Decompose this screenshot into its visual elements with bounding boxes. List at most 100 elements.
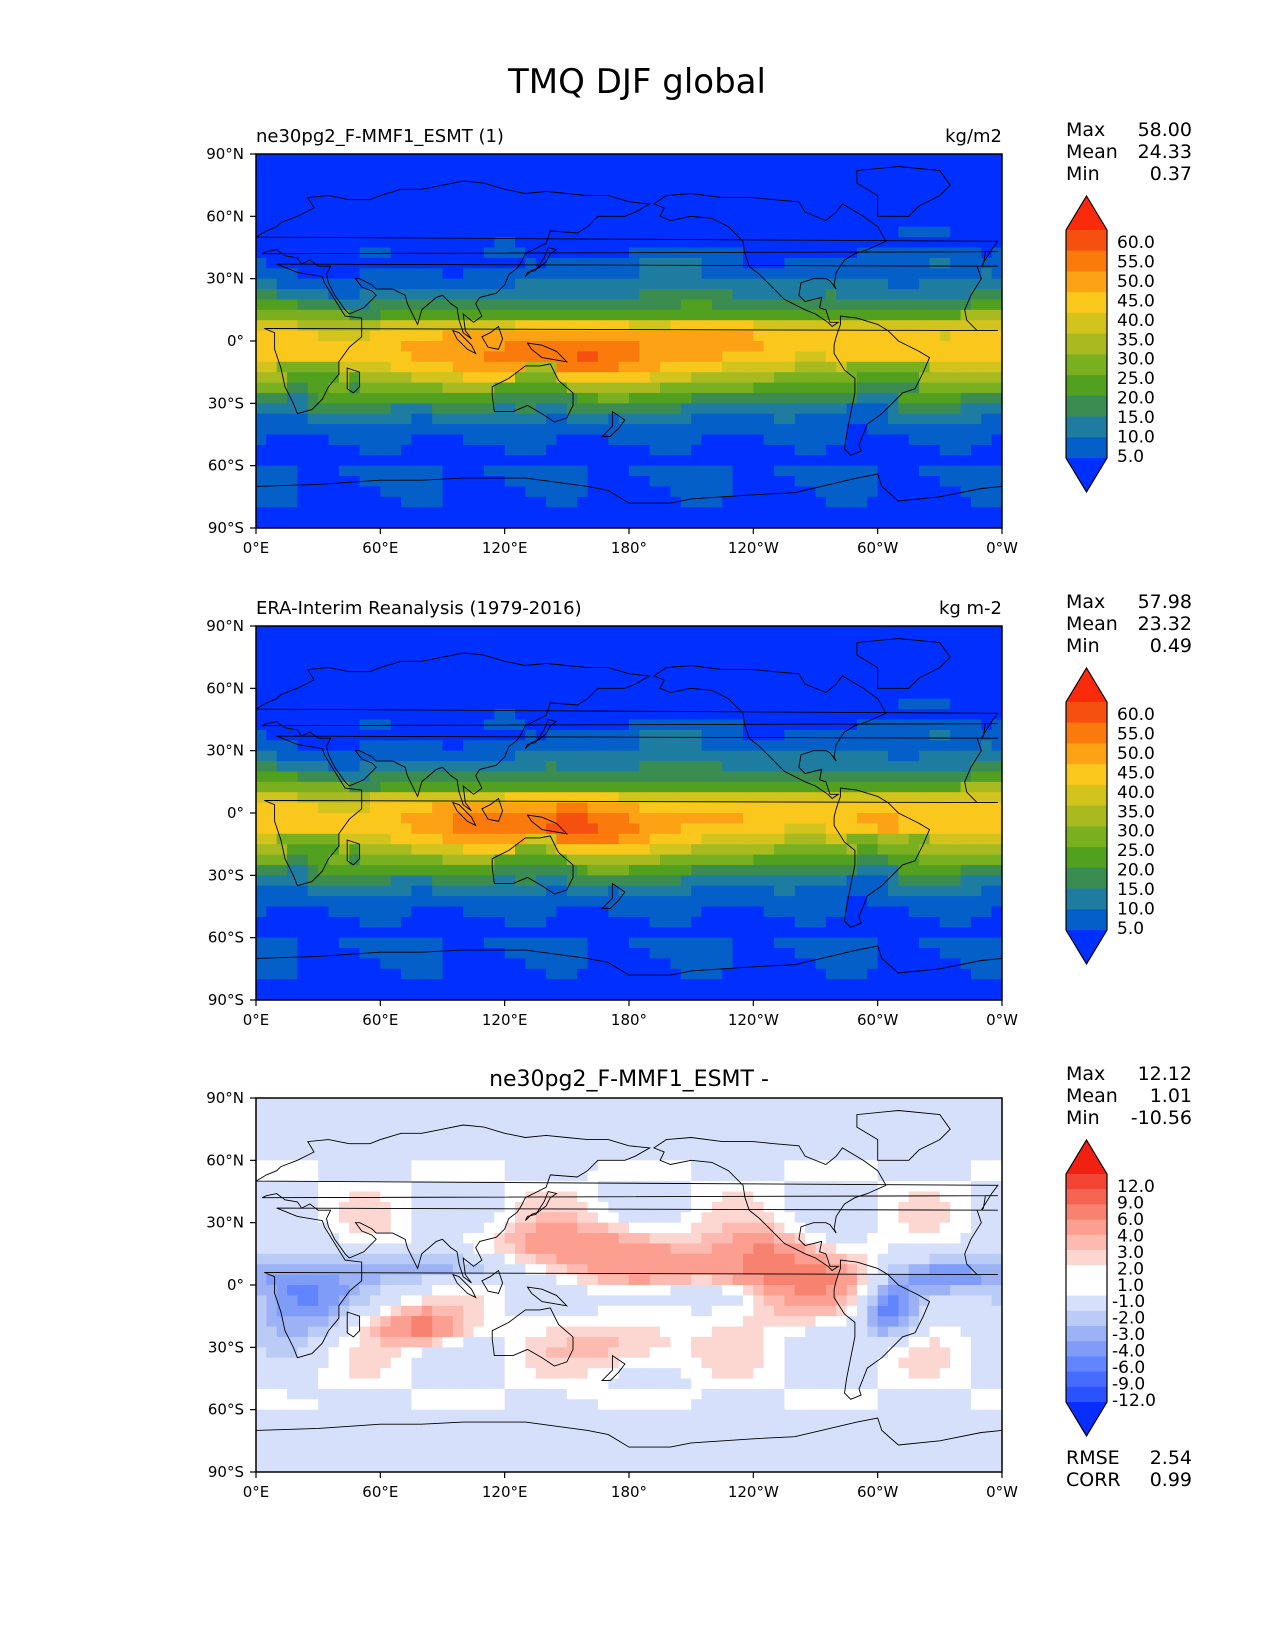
coastline bbox=[526, 342, 569, 363]
coastline bbox=[526, 1286, 569, 1307]
coastline bbox=[346, 1311, 361, 1338]
coastline bbox=[481, 325, 504, 350]
x-tick-label: 120°W bbox=[728, 1011, 779, 1029]
colorbar-label: 40.0 bbox=[1117, 783, 1155, 803]
colorbar-label: 45.0 bbox=[1117, 763, 1155, 783]
coastline bbox=[524, 246, 558, 277]
coastline bbox=[256, 180, 999, 340]
x-tick-label: 60°W bbox=[857, 539, 899, 557]
colorbar-label: 12.0 bbox=[1117, 1177, 1155, 1197]
y-tick-label: 30°N bbox=[206, 742, 244, 760]
panel-difference: ne30pg2_F-MMF1_ESMT - 0°E 60°E 120°E 180° 120… bbox=[206, 1063, 1192, 1501]
x-tick-label: 0°E bbox=[243, 1011, 270, 1029]
coastline bbox=[601, 410, 626, 438]
y-tick-label: 60°S bbox=[208, 929, 244, 947]
panel-title-left: ERA-Interim Reanalysis (1979-2016) bbox=[256, 598, 582, 619]
colorbar-label: -6.0 bbox=[1112, 1358, 1145, 1378]
stat-value: 0.37 bbox=[1150, 163, 1192, 185]
x-tick-label: 120°E bbox=[482, 1011, 528, 1029]
stat-value: 57.98 bbox=[1138, 591, 1192, 613]
y-tick-label: 60°N bbox=[206, 207, 244, 225]
coastline bbox=[264, 1207, 998, 1359]
y-tick-label: 30°S bbox=[208, 394, 244, 412]
stat-value: 24.33 bbox=[1138, 141, 1192, 163]
coastline bbox=[256, 652, 999, 812]
y-tick-label: 90°N bbox=[206, 617, 244, 635]
colorbar-label: 4.0 bbox=[1117, 1226, 1144, 1246]
coastline bbox=[833, 1259, 931, 1400]
y-tick-label: 60°S bbox=[208, 457, 244, 475]
coastline bbox=[491, 363, 574, 423]
coastline bbox=[346, 367, 361, 394]
coastline bbox=[856, 638, 951, 689]
coastline bbox=[256, 1417, 1002, 1472]
colorbar-label: 40.0 bbox=[1117, 311, 1155, 331]
stat-label: Mean bbox=[1066, 141, 1118, 163]
x-tick-label: 120°E bbox=[482, 539, 528, 557]
y-tick-label: 90°N bbox=[206, 1089, 244, 1107]
stat-label: Min bbox=[1066, 635, 1100, 657]
y-tick-label: 30°N bbox=[206, 1214, 244, 1232]
colorbar-label: 3.0 bbox=[1117, 1243, 1144, 1263]
colorbar-label: 10.0 bbox=[1117, 900, 1155, 920]
stat-label: Max bbox=[1066, 119, 1105, 141]
stat-label: Max bbox=[1066, 1063, 1105, 1085]
colorbar-label: 15.0 bbox=[1117, 408, 1155, 428]
y-tick-label: 0° bbox=[227, 1276, 244, 1294]
x-tick-label: 0°W bbox=[986, 1483, 1018, 1501]
stat-label: Min bbox=[1066, 163, 1100, 185]
x-tick-label: 120°W bbox=[728, 539, 779, 557]
stat-label: Max bbox=[1066, 591, 1105, 613]
coastline bbox=[264, 735, 998, 887]
coastline bbox=[481, 797, 504, 822]
colorbar-label: 15.0 bbox=[1117, 880, 1155, 900]
coastline bbox=[452, 329, 477, 355]
colorbar-label: 45.0 bbox=[1117, 291, 1155, 311]
colorbar-label: -1.0 bbox=[1112, 1292, 1145, 1312]
y-tick-label: 30°S bbox=[208, 866, 244, 884]
colorbar-label: 2.0 bbox=[1117, 1259, 1144, 1279]
stat-label: Mean bbox=[1066, 1085, 1118, 1107]
diff-stat-value: 0.99 bbox=[1150, 1469, 1192, 1491]
coastline bbox=[264, 263, 998, 415]
coastline bbox=[524, 1190, 558, 1221]
colorbar-label: -9.0 bbox=[1112, 1375, 1145, 1395]
colorbar-label: 25.0 bbox=[1117, 369, 1155, 389]
stat-value: 23.32 bbox=[1138, 613, 1192, 635]
colorbar-label: 1.0 bbox=[1117, 1276, 1144, 1296]
x-tick-label: 60°E bbox=[362, 1011, 398, 1029]
panel-title-center: ne30pg2_F-MMF1_ESMT - bbox=[489, 1067, 769, 1092]
coastline bbox=[524, 718, 558, 749]
stat-value: 12.12 bbox=[1138, 1063, 1192, 1085]
x-tick-label: 60°E bbox=[362, 1483, 398, 1501]
coastline bbox=[833, 315, 931, 456]
x-tick-label: 120°W bbox=[728, 1483, 779, 1501]
colorbar-label: 60.0 bbox=[1117, 705, 1155, 725]
coastline bbox=[452, 801, 477, 827]
stat-value: 0.49 bbox=[1150, 635, 1192, 657]
y-tick-label: 90°S bbox=[208, 519, 244, 537]
colorbar-label: 30.0 bbox=[1117, 822, 1155, 842]
coastline bbox=[346, 839, 361, 866]
coastline bbox=[452, 1273, 477, 1299]
coastline bbox=[652, 665, 887, 800]
colorbar-label: 20.0 bbox=[1117, 389, 1155, 409]
coastline bbox=[481, 1269, 504, 1294]
stat-value: -10.56 bbox=[1131, 1107, 1192, 1129]
colorbar-label: 5.0 bbox=[1117, 919, 1144, 939]
map-field bbox=[256, 1098, 1002, 1472]
coastline bbox=[856, 166, 951, 217]
panel-title-left: ne30pg2_F-MMF1_ESMT (1) bbox=[256, 126, 504, 147]
coastline bbox=[256, 473, 1002, 528]
colorbar-label: 20.0 bbox=[1117, 861, 1155, 881]
y-tick-label: 0° bbox=[227, 332, 244, 350]
colorbar: 12.09.06.04.03.02.01.0-1.0-2.0-3.0-4.0-6… bbox=[1065, 1138, 1156, 1438]
y-tick-label: 30°N bbox=[206, 270, 244, 288]
panel-reference: ERA-Interim Reanalysis (1979-2016) kg m-2… bbox=[206, 591, 1192, 1029]
x-tick-label: 0°E bbox=[243, 1483, 270, 1501]
diff-stat-label: RMSE bbox=[1066, 1447, 1120, 1469]
stat-value: 1.01 bbox=[1150, 1085, 1192, 1107]
colorbar: 60.055.050.045.040.035.030.025.020.015.0… bbox=[1065, 194, 1155, 494]
x-tick-label: 180° bbox=[611, 1483, 647, 1501]
stat-value: 58.00 bbox=[1138, 119, 1192, 141]
